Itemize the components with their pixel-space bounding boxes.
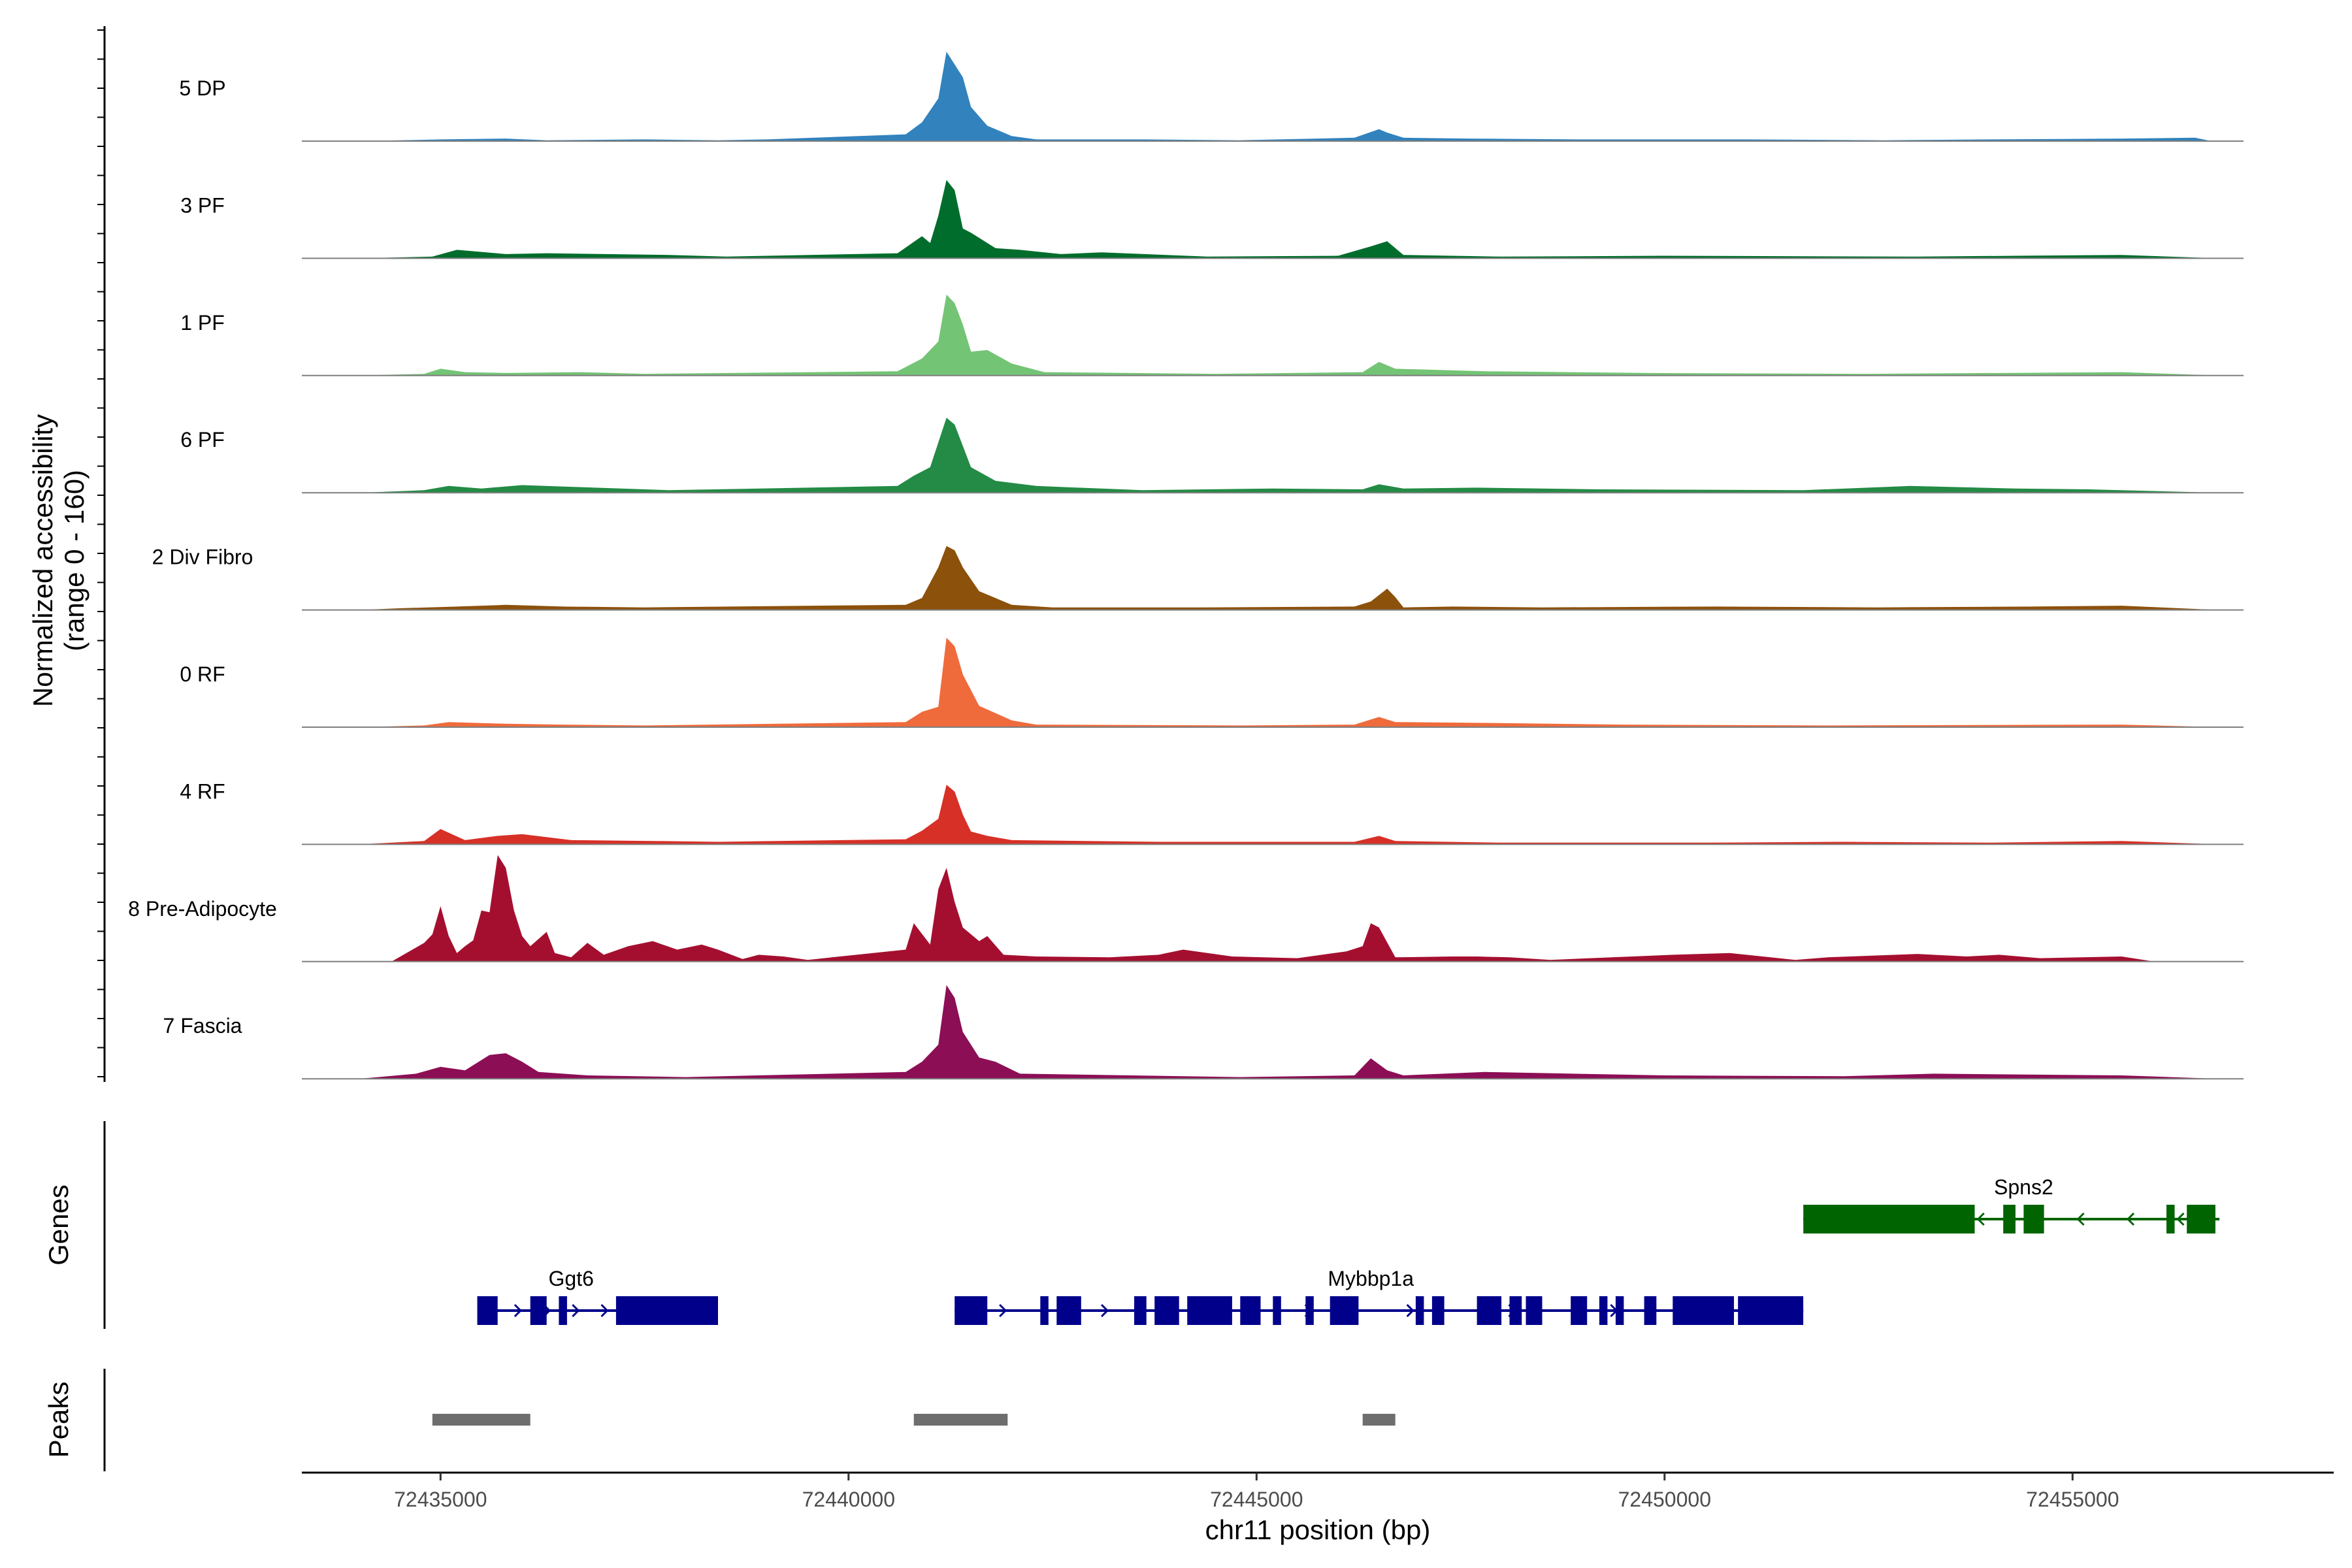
track-4-rf: 4 RF (180, 779, 2244, 845)
coverage-tracks: 5 DP 3 PF 1 PF 6 PF 2 Div Fibro 0 RF 4 RF 8 Pre… (128, 52, 2244, 1080)
exon (1599, 1296, 1608, 1325)
exon (1477, 1296, 1502, 1325)
strand-arrow (2076, 1212, 2085, 1226)
x-axis: 72435000 72440000 72445000 72450000 72455000 (302, 1471, 2334, 1511)
peak-bar (913, 1414, 1008, 1426)
track-1-pf: 1 PF (180, 294, 2244, 376)
exon (1056, 1296, 1081, 1325)
strand-arrow (514, 1303, 522, 1318)
track-8-pre-adipocyte: 8 Pre-Adipocyte (128, 855, 2244, 962)
exon (1415, 1296, 1424, 1325)
exon (1803, 1205, 1975, 1233)
track-5-dp: 5 DP (179, 52, 2244, 142)
coverage-area-6-pf (359, 417, 2220, 493)
exon (477, 1296, 498, 1325)
exon (1673, 1296, 1734, 1325)
coverage-area-3-pf (359, 180, 2220, 259)
exon (1738, 1296, 1804, 1325)
strand-arrow (1100, 1303, 1109, 1318)
y-axis-title: Normalized accessibility (27, 414, 58, 707)
exon (1040, 1296, 1049, 1325)
exon (1644, 1296, 1657, 1325)
x-tick-label: 72435000 (394, 1488, 487, 1511)
exon (2187, 1205, 2215, 1233)
coverage-area-2-div-fibro (359, 546, 2220, 610)
track-7-fascia: 7 Fascia (163, 985, 2244, 1080)
exon (615, 1296, 718, 1325)
exon (2166, 1205, 2175, 1233)
coverage-area-8-pre-adipocyte (391, 855, 2155, 962)
peak-bar (1362, 1414, 1396, 1426)
exon (1240, 1296, 1261, 1325)
strand-arrow (600, 1303, 609, 1318)
exon (955, 1296, 988, 1325)
genes-track-label: Genes (43, 1184, 74, 1266)
track-label: 2 Div Fibro (152, 546, 253, 569)
track-label: 3 PF (180, 193, 225, 217)
track-6-pf: 6 PF (180, 417, 2244, 494)
track-0-rf: 0 RF (180, 638, 2244, 728)
track-label: 1 PF (180, 311, 225, 335)
track-3-pf: 3 PF (180, 180, 2244, 259)
gene-ggt6: Ggt6 (477, 1267, 718, 1325)
exon (1615, 1296, 1624, 1325)
x-tick-label: 72445000 (1210, 1488, 1303, 1511)
exon (559, 1296, 567, 1325)
strand-arrow (2126, 1212, 2135, 1226)
gene-spns2: Spns2 (1803, 1175, 2220, 1233)
y-axis-range: (range 0 - 160) (59, 470, 90, 651)
strand-arrow (999, 1303, 1007, 1318)
gene-label: Ggt6 (549, 1267, 594, 1290)
track-label: 7 Fascia (163, 1014, 242, 1037)
x-tick-label: 72455000 (2026, 1488, 2119, 1511)
exon (2003, 1205, 2016, 1233)
exon (1134, 1296, 1147, 1325)
exon (1330, 1296, 1359, 1325)
x-tick-label: 72440000 (802, 1488, 895, 1511)
exon (1187, 1296, 1232, 1325)
track-label: 0 RF (180, 662, 225, 686)
track-label: 6 PF (180, 428, 225, 451)
gene-label: Mybbp1a (1328, 1267, 1414, 1290)
track-2-div-fibro: 2 Div Fibro (152, 546, 2244, 611)
exon (1431, 1296, 1445, 1325)
coverage-area-5-dp (359, 52, 2212, 141)
gene-mybbp1a: Mybbp1a (955, 1267, 1804, 1325)
peak-regions (432, 1414, 1396, 1426)
exon (1526, 1296, 1543, 1325)
coverage-area-4-rf (359, 785, 2220, 845)
gene-models: Ggt6 Mybbp1a Spns2 (477, 1175, 2220, 1325)
strand-arrow (2176, 1212, 2185, 1226)
coverage-area-1-pf (359, 294, 2220, 376)
x-tick-label: 72450000 (1618, 1488, 1711, 1511)
gene-label: Spns2 (1994, 1175, 2053, 1199)
exon (530, 1296, 547, 1325)
exon (2023, 1205, 2044, 1233)
exon (1509, 1296, 1522, 1325)
strand-arrow (572, 1303, 580, 1318)
track-label: 4 RF (180, 779, 225, 803)
coverage-area-0-rf (359, 638, 2220, 727)
x-axis-title: chr11 position (bp) (1205, 1514, 1431, 1545)
track-label: 5 DP (179, 76, 225, 100)
exon (1571, 1296, 1588, 1325)
coverage-y-axis (97, 26, 106, 1082)
strand-arrow (1976, 1212, 1985, 1226)
exon (1273, 1296, 1281, 1325)
strand-arrow (1406, 1303, 1414, 1318)
exon (1154, 1296, 1179, 1325)
coverage-area-7-fascia (359, 985, 2220, 1079)
exon (1305, 1296, 1314, 1325)
peak-bar (432, 1414, 531, 1426)
track-label: 8 Pre-Adipocyte (128, 897, 277, 921)
peaks-track-label: Peaks (43, 1382, 74, 1458)
